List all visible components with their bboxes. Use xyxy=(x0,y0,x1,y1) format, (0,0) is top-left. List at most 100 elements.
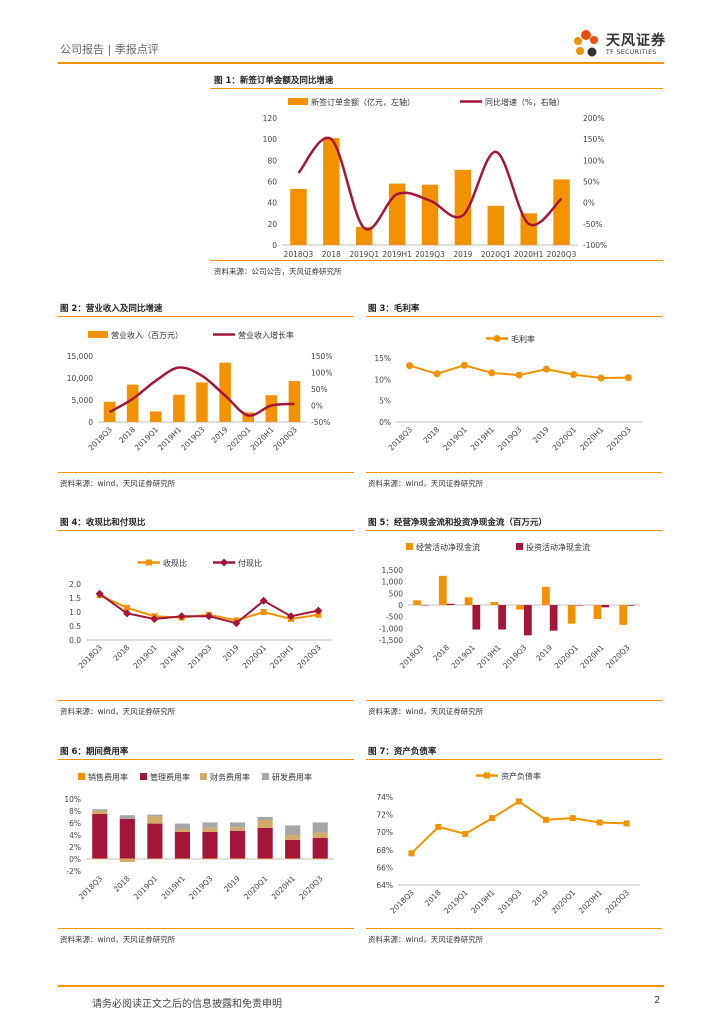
x-tick-label: 2019Q3 xyxy=(415,250,445,259)
y-tick-label: 5% xyxy=(379,397,391,406)
x-tick-label: 2018 xyxy=(431,643,451,663)
data-point xyxy=(95,589,104,598)
x-tick-label: 2018Q3 xyxy=(398,643,426,671)
data-point xyxy=(488,369,496,377)
data-point xyxy=(260,609,267,615)
fig2-chart: 0 5,000 10,000 15,000 -50% 0% 50% 100% 150% 2018Q… xyxy=(67,330,333,453)
fig7-source: 资料来源：wind，天风证券研究所 xyxy=(368,935,484,944)
bar xyxy=(413,600,421,605)
data-point xyxy=(124,604,130,611)
bar xyxy=(92,814,108,859)
bar xyxy=(542,586,550,605)
fig4-bottom-rule xyxy=(58,700,354,701)
data-point xyxy=(516,798,522,805)
y-tick-label: 0 xyxy=(272,241,277,250)
x-tick-label: 2020Q3 xyxy=(297,874,325,902)
legend-label: 毛利率 xyxy=(511,334,535,344)
fig2-source: 资料来源：wind，天风证券研究所 xyxy=(60,479,176,488)
data-point xyxy=(624,374,632,382)
x-tick-label: 2020Q1 xyxy=(241,643,269,671)
bar xyxy=(601,605,610,608)
x-tick-label: 2019 xyxy=(222,874,242,894)
x-tick-label: 2019Q1 xyxy=(442,888,470,916)
y2-tick-label: 150% xyxy=(311,352,332,361)
x-tick-label: 2020H1 xyxy=(577,888,604,915)
fig3-bottom-rule xyxy=(366,472,662,473)
bar xyxy=(174,858,191,859)
data-point xyxy=(596,819,603,826)
bar xyxy=(202,858,218,859)
bar xyxy=(312,832,328,838)
bar xyxy=(454,169,472,245)
legend-swatch xyxy=(262,773,269,780)
y-tick-label: 1,500 xyxy=(382,566,404,575)
y2-tick-label: 100% xyxy=(583,156,604,165)
y-tick-label: 66% xyxy=(376,863,393,872)
y-tick-label: 10% xyxy=(374,375,391,384)
y2-tick-label: 0% xyxy=(311,402,323,411)
bar xyxy=(593,605,602,619)
data-point xyxy=(542,816,549,823)
bar xyxy=(147,858,163,859)
bar xyxy=(549,605,558,631)
x-tick-label: 2019Q3 xyxy=(179,425,207,453)
x-tick-label: 2020H1 xyxy=(268,643,295,670)
data-point xyxy=(314,606,323,615)
x-tick-label: 2019H1 xyxy=(382,250,412,259)
x-tick-label: 2019Q1 xyxy=(132,874,160,902)
x-tick-label: 2018 xyxy=(422,425,442,445)
logo-flower-icon xyxy=(574,30,598,57)
bar xyxy=(290,188,307,245)
series-line xyxy=(410,800,627,855)
x-tick-label: 2019 xyxy=(530,888,550,908)
bar xyxy=(242,412,254,422)
x-tick-label: 2018Q3 xyxy=(77,643,105,671)
bar xyxy=(119,815,135,819)
x-tick-label: 2020Q3 xyxy=(604,643,632,671)
bar xyxy=(229,822,246,828)
fig5-bottom-rule xyxy=(366,700,662,701)
legend-label: 同比增速（%，右轴） xyxy=(485,97,565,107)
y-tick-label: 60 xyxy=(267,178,277,187)
x-tick-label: 2019Q1 xyxy=(131,643,159,671)
x-tick-label: 2018Q3 xyxy=(284,250,314,259)
x-tick-label: 2018Q3 xyxy=(87,425,115,453)
bar xyxy=(312,822,328,833)
footer-rule xyxy=(58,985,664,987)
bar xyxy=(312,858,328,859)
data-point xyxy=(315,611,322,618)
x-tick-label: 2020Q1 xyxy=(551,425,579,453)
bar xyxy=(285,825,301,835)
fig2-top-rule xyxy=(58,316,354,317)
legend-label: 新签订单金额（亿元，左轴） xyxy=(311,97,415,107)
x-tick-label: 2018 xyxy=(112,874,132,894)
y2-tick-label: -100% xyxy=(583,241,607,250)
y-tick-label: 0 xyxy=(88,418,93,427)
y-tick-label: 100 xyxy=(263,135,278,144)
x-tick-label: 2019Q3 xyxy=(187,874,215,902)
y-tick-label: 120 xyxy=(263,114,278,123)
bar xyxy=(288,381,301,422)
bar xyxy=(464,597,473,605)
fig6-chart: -2%0%2%4%6%8%10%2018Q3 2018 2019Q1 2019H1 20… xyxy=(64,772,334,902)
x-tick-label: 2020Q3 xyxy=(547,250,577,259)
x-tick-label: 2018 xyxy=(322,250,341,259)
x-tick-label: 2018Q3 xyxy=(388,888,416,916)
y-tick-label: 2.0 xyxy=(69,580,81,589)
fig4-source: 资料来源：wind，天风证券研究所 xyxy=(60,707,176,716)
fig1-bottom-rule xyxy=(210,260,663,261)
legend-label: 经营活动净现金流 xyxy=(416,542,480,552)
fig1-top-rule xyxy=(210,88,663,89)
bar xyxy=(619,605,628,625)
x-tick-label: 2019 xyxy=(453,250,472,259)
x-tick-label: 2020H1 xyxy=(579,643,606,670)
legend-label: 研发费用率 xyxy=(272,772,312,782)
fig6-top-rule xyxy=(58,759,354,760)
legend-label: 营业收入增长率 xyxy=(238,330,294,340)
bar xyxy=(126,384,139,422)
bar xyxy=(174,832,191,859)
fig5-chart: -1,500 -1,000 -500 0 500 1,000 1,500 2018Q3 2018… xyxy=(379,542,640,671)
y-tick-label: 64% xyxy=(376,881,393,890)
bar xyxy=(285,858,301,859)
